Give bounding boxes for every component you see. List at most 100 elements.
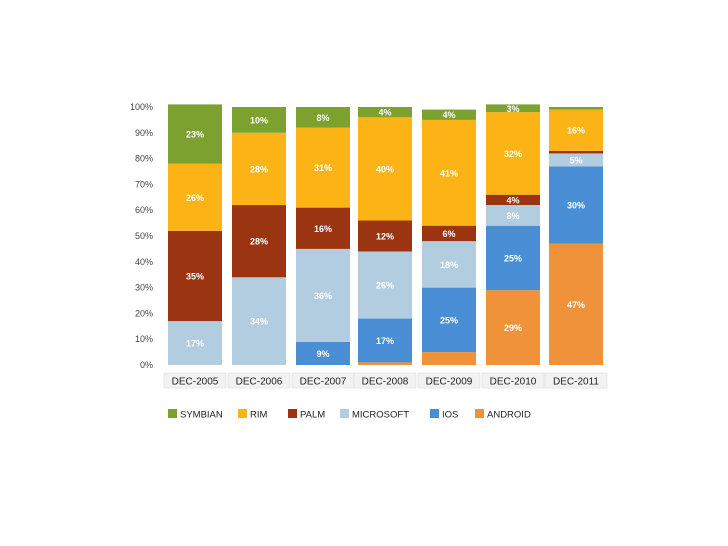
data-label: 25%	[440, 315, 458, 325]
bar-segment-microsoft-dec-2008	[358, 251, 412, 319]
bar-group-dec-2009: 25% 18% 6% 41% 4%	[422, 109, 476, 365]
legend-swatch	[340, 409, 349, 418]
data-label: 3%	[506, 104, 519, 114]
bar-segment-microsoft-dec-2007	[296, 248, 350, 342]
data-label: 4%	[506, 195, 519, 205]
y-tick-label: 50%	[135, 231, 153, 241]
bar-segment-palm-dec-2006	[232, 205, 286, 278]
y-tick-label: 100%	[130, 102, 153, 112]
bar-group-dec-2006: 34% 28% 28% 10%	[232, 107, 286, 365]
bar-segment-microsoft-dec-2009	[422, 241, 476, 288]
y-tick-label: 0%	[140, 360, 153, 370]
category-label-box	[417, 372, 481, 389]
bar-segment-android-dec-2011	[549, 243, 603, 365]
bar-segment-microsoft-dec-2006	[232, 277, 286, 365]
legend-item-rim: RIM	[238, 409, 268, 421]
y-tick-label: 40%	[135, 257, 153, 267]
bar-segment-palm-dec-2005	[168, 230, 222, 322]
data-label: 32%	[504, 149, 522, 159]
data-label: 16%	[314, 224, 332, 234]
data-label: 5%	[569, 155, 582, 165]
bar-segment-symbian-dec-2008	[358, 107, 412, 118]
y-tick-label: 80%	[135, 154, 153, 164]
legend-label: IOS	[442, 410, 458, 421]
bar-segment-rim-dec-2006	[232, 132, 286, 206]
bar-segment-rim-dec-2005	[168, 163, 222, 231]
bar-segment-symbian-dec-2011	[549, 107, 603, 110]
data-label: 17%	[186, 339, 204, 349]
data-label: 36%	[314, 291, 332, 301]
bar-segment-microsoft-dec-2011	[549, 153, 603, 167]
y-tick-label: 20%	[135, 308, 153, 318]
data-label: 12%	[376, 232, 394, 242]
bar-segment-symbian-dec-2010	[486, 104, 540, 113]
data-label: 8%	[506, 211, 519, 221]
bar-segment-android-dec-2010	[486, 290, 540, 365]
data-label: 10%	[250, 115, 268, 125]
data-label: 16%	[567, 126, 585, 136]
bar-segment-palm-dec-2007	[296, 207, 350, 249]
data-label: 17%	[376, 336, 394, 346]
y-tick-label: 30%	[135, 283, 153, 293]
y-tick-label: 10%	[135, 334, 153, 344]
legend-swatch	[475, 409, 484, 418]
data-label: 4%	[442, 110, 455, 120]
data-label: 26%	[186, 193, 204, 203]
category-label: DEC-2005	[172, 377, 219, 388]
bar-segment-rim-dec-2010	[486, 112, 540, 195]
category-label: DEC-2008	[362, 377, 409, 388]
legend-label: SYMBIAN	[180, 410, 223, 421]
category-label: DEC-2006	[236, 377, 283, 388]
category-label-box	[353, 372, 417, 389]
bar-group-dec-2008: 17% 26% 12% 40% 4%	[358, 107, 412, 365]
bar-group-dec-2011: 47% 30% 5% 16%	[549, 107, 603, 365]
legend: SYMBIAN RIM PALM MICROSOFT IOS ANDROID	[168, 409, 531, 421]
bar-segment-symbian-dec-2005	[168, 104, 222, 164]
data-label: 9%	[316, 349, 329, 359]
bar-segment-symbian-dec-2007	[296, 107, 350, 128]
category-label-box	[544, 372, 608, 389]
legend-item-palm: PALM	[288, 409, 325, 421]
y-tick-label: 70%	[135, 179, 153, 189]
bar-segment-ios-dec-2007	[296, 341, 350, 365]
legend-swatch	[238, 409, 247, 418]
data-label: 35%	[186, 271, 204, 281]
category-label: DEC-2010	[490, 377, 537, 388]
bar-segment-ios-dec-2008	[358, 318, 412, 363]
legend-item-ios: IOS	[430, 409, 458, 421]
data-label: 41%	[440, 168, 458, 178]
legend-item-symbian: SYMBIAN	[168, 409, 223, 421]
bar-segment-palm-dec-2009	[422, 225, 476, 242]
legend-swatch	[168, 409, 177, 418]
legend-swatch	[430, 409, 439, 418]
category-label-box	[163, 372, 227, 389]
data-label: 8%	[316, 113, 329, 123]
data-label: 29%	[504, 323, 522, 333]
data-label: 25%	[504, 253, 522, 263]
data-label: 31%	[314, 163, 332, 173]
category-label: DEC-2011	[553, 377, 599, 388]
data-label: 18%	[440, 260, 458, 270]
legend-label: PALM	[300, 410, 325, 421]
bar-segment-rim-dec-2008	[358, 117, 412, 221]
legend-swatch	[288, 409, 297, 418]
legend-label: ANDROID	[487, 410, 531, 421]
bar-segment-microsoft-dec-2010	[486, 205, 540, 226]
bar-segment-rim-dec-2007	[296, 127, 350, 208]
bar-segment-rim-dec-2011	[549, 109, 603, 151]
legend-item-android: ANDROID	[475, 409, 531, 421]
category-label: DEC-2009	[426, 377, 473, 388]
legend-label: RIM	[250, 410, 268, 421]
bar-segment-android-dec-2008	[358, 362, 412, 365]
legend-item-microsoft: MICROSOFT	[340, 409, 409, 421]
data-label: 34%	[250, 317, 268, 327]
bar-segment-palm-dec-2008	[358, 220, 412, 252]
y-tick-label: 90%	[135, 128, 153, 138]
data-label: 26%	[376, 281, 394, 291]
bar-segment-microsoft-dec-2005	[168, 321, 222, 365]
bar-segment-rim-dec-2009	[422, 119, 476, 226]
bar-group-dec-2005: 17% 35% 26% 23%	[168, 104, 222, 365]
category-label-box	[481, 372, 545, 389]
bar-segment-palm-dec-2010	[486, 194, 540, 206]
data-label: 4%	[378, 108, 391, 118]
